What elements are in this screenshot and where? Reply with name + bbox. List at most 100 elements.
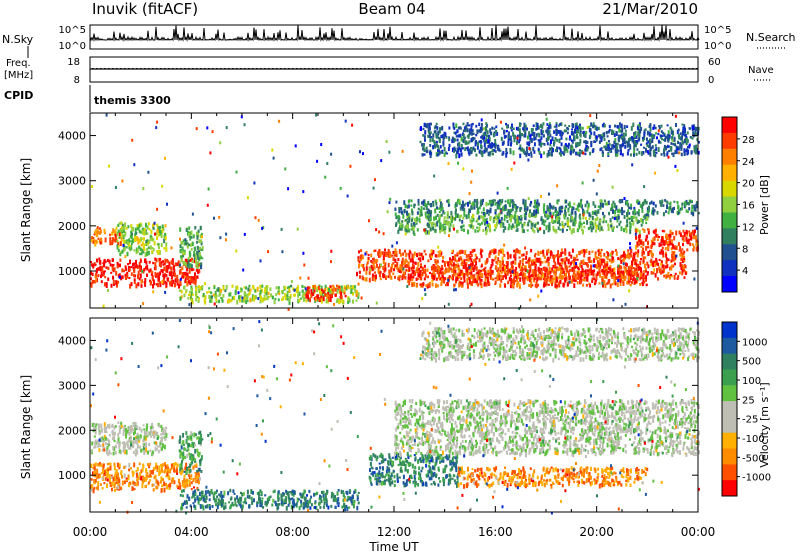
scatter-cell xyxy=(480,215,482,218)
scatter-cell xyxy=(191,288,193,292)
cpid-label: CPID xyxy=(4,89,33,102)
freq-point xyxy=(672,68,674,70)
scatter-cell xyxy=(179,289,181,291)
scatter-cell xyxy=(674,150,676,154)
scatter-cell xyxy=(543,203,545,207)
scatter-cell xyxy=(336,300,338,303)
scatter-cell xyxy=(156,208,158,211)
scatter-cell xyxy=(537,222,539,225)
scatter-cell xyxy=(164,263,166,265)
scatter-cell xyxy=(629,242,631,245)
scatter-cell xyxy=(462,147,464,149)
scatter-cell xyxy=(550,271,552,274)
scatter-cell xyxy=(586,220,588,225)
scatter-cell xyxy=(510,142,512,146)
scatter-cell xyxy=(141,270,143,273)
scatter-cell xyxy=(358,283,360,286)
freq-point xyxy=(500,68,502,70)
scatter-cell xyxy=(646,137,648,141)
scatter-cell xyxy=(316,289,318,292)
scatter-cell xyxy=(406,216,408,218)
scatter-cell xyxy=(684,139,686,143)
scatter-cell xyxy=(148,222,150,225)
scatter-cell xyxy=(393,257,395,261)
scatter-cell xyxy=(392,262,394,264)
scatter-cell xyxy=(418,208,420,211)
scatter-cell xyxy=(260,290,262,294)
freq-point xyxy=(472,68,474,70)
scatter-cell xyxy=(595,125,597,130)
scatter-cell xyxy=(569,203,571,208)
scatter-cell xyxy=(685,134,687,138)
scatter-cell xyxy=(594,212,596,215)
scatter-cell xyxy=(524,130,526,132)
freq-point xyxy=(548,68,550,70)
scatter-cell xyxy=(623,228,625,232)
scatter-cell xyxy=(341,286,343,289)
freq-point xyxy=(528,68,530,70)
scatter-cell xyxy=(330,153,332,156)
scatter-cell xyxy=(163,267,165,271)
scatter-cell xyxy=(593,269,595,272)
scatter-cell xyxy=(575,277,577,280)
scatter-cell xyxy=(181,267,183,271)
scatter-cell xyxy=(580,201,582,205)
scatter-cell xyxy=(131,227,133,231)
scatter-cell xyxy=(661,130,663,133)
scatter-cell xyxy=(190,243,192,247)
scatter-cell xyxy=(496,270,498,273)
scatter-cell xyxy=(427,216,429,219)
scatter-cell xyxy=(110,272,112,274)
scatter-cell xyxy=(665,254,667,258)
scatter-cell xyxy=(521,254,523,257)
scatter-cell xyxy=(552,148,554,153)
scatter-cell xyxy=(675,273,677,275)
scatter-cell xyxy=(406,211,408,216)
scatter-cell xyxy=(468,224,470,227)
scatter-cell xyxy=(181,256,183,258)
scatter-cell xyxy=(325,285,327,289)
scatter-cell xyxy=(438,254,440,257)
scatter-cell xyxy=(507,273,509,275)
scatter-cell xyxy=(501,271,503,274)
scatter-cell xyxy=(679,246,681,251)
scatter-cell xyxy=(483,207,485,211)
scatter-cell xyxy=(425,273,427,277)
freq-point xyxy=(392,68,394,70)
scatter-cell xyxy=(645,219,647,221)
scatter-cell xyxy=(271,149,273,152)
scatter-cell xyxy=(528,197,530,200)
scatter-cell xyxy=(683,251,685,254)
scatter-cell xyxy=(550,252,552,257)
scatter-cell xyxy=(434,268,436,271)
scatter-cell xyxy=(139,278,141,281)
scatter-cell xyxy=(661,261,663,263)
scatter-cell xyxy=(165,224,167,227)
scatter-cell xyxy=(480,199,482,202)
scatter-cell xyxy=(321,299,323,303)
scatter-cell xyxy=(546,281,548,285)
scatter-cell xyxy=(499,283,501,287)
scatter-cell xyxy=(372,276,374,281)
scatter-cell xyxy=(131,236,133,239)
scatter-cell xyxy=(586,284,588,287)
scatter-cell xyxy=(408,200,410,204)
scatter-cell xyxy=(133,269,135,274)
scatter-cell xyxy=(183,286,185,289)
scatter-cell xyxy=(165,283,167,288)
scatter-cell xyxy=(678,212,680,215)
freq-point xyxy=(564,68,566,70)
scatter-cell xyxy=(433,175,435,178)
scatter-cell xyxy=(452,137,454,141)
scatter-cell xyxy=(485,202,487,207)
scatter-cell xyxy=(281,290,283,293)
scatter-cell xyxy=(129,268,131,272)
scatter-cell xyxy=(560,252,562,257)
scatter-cell xyxy=(455,123,457,128)
scatter-cell xyxy=(646,144,648,147)
scatter-cell xyxy=(617,143,619,146)
scatter-cell xyxy=(569,266,571,268)
scatter-cell xyxy=(670,142,672,145)
scatter-cell xyxy=(120,241,122,246)
scatter-cell xyxy=(368,254,370,256)
